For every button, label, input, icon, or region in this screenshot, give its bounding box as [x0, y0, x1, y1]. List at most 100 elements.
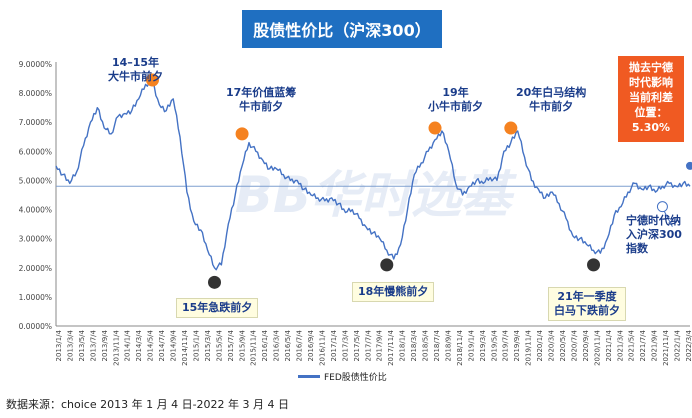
x-tick-label: 2019/7/4 — [502, 329, 510, 361]
x-tick-label: 2021/11/4 — [662, 329, 670, 365]
x-tick-label: 2013/5/4 — [78, 329, 86, 361]
x-tick-label: 2015/1/4 — [192, 329, 200, 361]
x-tick-label: 2015/5/4 — [215, 329, 223, 361]
x-tick-label: 2017/7/4 — [364, 329, 372, 361]
x-tick-label: 2013/1/4 — [55, 329, 63, 361]
x-tick-label: 2014/9/4 — [170, 329, 178, 361]
annotation-line: 牛市前夕 — [239, 100, 284, 113]
x-tick-label: 2022/3/4 — [685, 329, 692, 361]
x-tick-label: 2015/3/4 — [204, 329, 212, 361]
annotation-line: 20年白马结构 — [516, 86, 587, 99]
x-tick-label: 2022/1/4 — [674, 329, 682, 361]
x-tick-label: 2020/1/4 — [536, 329, 544, 361]
x-tick-label: 2019/1/4 — [467, 329, 475, 361]
y-tick-label: 2.0000% — [19, 264, 52, 273]
annotation-ningde: 宁德时代纳 入沪深300 指数 — [626, 214, 682, 256]
annotation-17-bluechip: 17年价值蓝筹 牛市前夕 — [226, 86, 296, 114]
annotation-line: 14–15年 — [111, 56, 160, 69]
trough-marker — [380, 258, 394, 272]
y-tick-label: 1.0000% — [19, 293, 52, 302]
x-tick-label: 2020/7/4 — [570, 329, 578, 361]
annotation-line: 18年慢熊前夕 — [358, 285, 429, 298]
legend-swatch — [298, 375, 320, 378]
x-tick-label: 2020/11/4 — [593, 329, 601, 365]
x-tick-label: 2017/5/4 — [353, 329, 361, 361]
peak-marker — [235, 127, 249, 141]
annotation-line: 21年一季度 — [557, 290, 617, 303]
x-tick-label: 2014/5/4 — [147, 329, 155, 361]
x-tick-label: 2018/9/4 — [444, 329, 452, 361]
x-tick-label: 2021/3/4 — [616, 329, 624, 361]
y-tick-label: 3.0000% — [19, 235, 52, 244]
chart-legend: FED股债性价比 — [298, 370, 387, 383]
x-tick-label: 2013/9/4 — [101, 329, 109, 361]
callout-line: 时代影响 — [629, 76, 673, 89]
x-tick-label: 2017/9/4 — [376, 329, 384, 361]
y-tick-label: 0.0000% — [19, 322, 52, 331]
peak-marker — [428, 121, 442, 135]
x-tick-label: 2015/9/4 — [238, 329, 246, 361]
annotation-line: 小牛市前夕 — [428, 100, 483, 113]
x-tick-label: 2020/9/4 — [582, 329, 590, 361]
callout-line: 位置： — [634, 106, 668, 119]
ningde-leader — [663, 211, 673, 227]
x-tick-label: 2017/1/4 — [330, 329, 338, 361]
x-tick-label: 2020/5/4 — [559, 329, 567, 361]
x-tick-label: 2014/7/4 — [158, 329, 166, 361]
x-tick-label: 2018/3/4 — [410, 329, 418, 361]
legend-label: FED股债性价比 — [324, 373, 387, 383]
x-tick-label: 2015/11/4 — [250, 329, 258, 365]
current-marker — [686, 161, 692, 170]
chart-title: 股债性价比（沪深300） — [242, 10, 442, 48]
y-tick-label: 6.0000% — [19, 147, 52, 156]
x-tick-label: 2013/3/4 — [66, 329, 74, 361]
x-tick-label: 2016/7/4 — [296, 329, 304, 361]
trough-marker — [208, 275, 221, 289]
x-tick-label: 2014/11/4 — [181, 329, 189, 365]
x-tick-label: 2014/1/4 — [124, 329, 132, 361]
x-tick-label: 2018/1/4 — [399, 329, 407, 361]
x-tick-label: 2016/9/4 — [307, 329, 315, 361]
x-tick-label: 2021/5/4 — [628, 329, 636, 361]
annotation-21-decline: 21年一季度 白马下跌前夕 — [548, 287, 626, 321]
x-tick-label: 2019/11/4 — [525, 329, 533, 365]
ningde-marker — [656, 201, 668, 213]
watermark: BB华时选基 — [235, 166, 517, 224]
x-tick-label: 2021/7/4 — [639, 329, 647, 361]
peak-marker — [504, 121, 518, 135]
annotation-line: 牛市前夕 — [529, 100, 574, 113]
annotation-14-15-bull: 14–15年 大牛市前夕 — [108, 56, 163, 84]
callout-line: 当前利差 — [629, 91, 673, 104]
x-tick-label: 2016/1/4 — [261, 329, 269, 361]
x-tick-label: 2019/5/4 — [490, 329, 498, 361]
x-tick-label: 2021/1/4 — [605, 329, 613, 361]
y-tick-label: 9.0000% — [19, 60, 52, 69]
x-tick-label: 2021/9/4 — [651, 329, 659, 361]
trough-marker — [587, 258, 601, 272]
current-spread-callout: 抛去宁德 时代影响 当前利差 位置： 5.30% — [618, 56, 684, 142]
x-tick-label: 2016/11/4 — [318, 329, 326, 365]
annotation-line: 大牛市前夕 — [108, 70, 163, 83]
x-tick-label: 2013/7/4 — [89, 329, 97, 361]
data-source: 数据来源：choice 2013 年 1 月 4 日-2022 年 3 月 4 … — [6, 398, 290, 411]
callout-line: 5.30% — [631, 121, 671, 134]
x-tick-label: 2015/7/4 — [227, 329, 235, 361]
annotation-line: 指数 — [626, 242, 648, 255]
x-tick-label: 2019/9/4 — [513, 329, 521, 361]
annotation-18-bear: 18年慢熊前夕 — [352, 282, 435, 302]
x-tick-label: 2020/3/4 — [548, 329, 556, 361]
x-tick-label: 2016/3/4 — [273, 329, 281, 361]
x-tick-label: 2018/11/4 — [456, 329, 464, 365]
annotation-19-bull: 19年 小牛市前夕 — [428, 86, 483, 114]
annotation-line: 15年急跌前夕 — [182, 301, 253, 314]
x-tick-label: 2017/3/4 — [341, 329, 349, 361]
callout-line: 抛去宁德 — [629, 61, 673, 74]
peak-marker — [145, 73, 159, 87]
x-tick-label: 2018/5/4 — [422, 329, 430, 361]
x-tick-label: 2014/3/4 — [135, 329, 143, 361]
annotation-15-crash: 15年急跌前夕 — [176, 298, 259, 318]
annotation-20-whitehorse: 20年白马结构 牛市前夕 — [516, 86, 586, 114]
y-tick-label: 8.0000% — [19, 89, 52, 98]
series-line — [55, 78, 691, 271]
